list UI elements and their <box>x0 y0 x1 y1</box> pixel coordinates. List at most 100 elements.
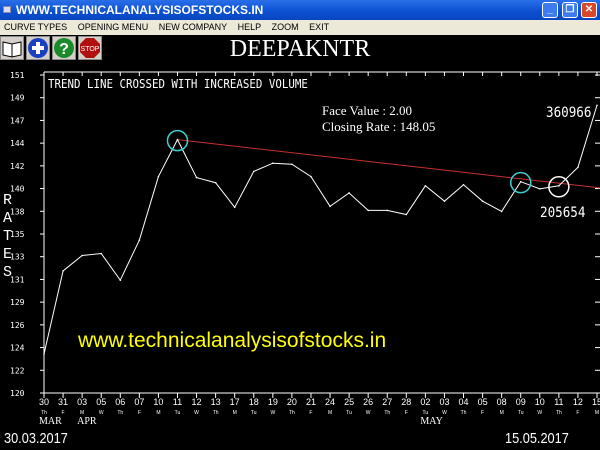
weekday-label: Tu <box>346 410 352 416</box>
x-tick-label: 03 <box>439 397 449 407</box>
weekday-label: Tu <box>175 410 181 416</box>
weekday-label: W <box>442 410 447 416</box>
close-button[interactable]: ✕ <box>581 2 597 18</box>
price-point <box>558 184 560 187</box>
y-tick-label: 138 <box>10 207 25 216</box>
x-tick-label: 05 <box>96 397 106 407</box>
x-tick-label: 25 <box>344 397 354 407</box>
price-point <box>577 166 579 169</box>
price-point <box>519 180 522 183</box>
menu-help[interactable]: HELP <box>237 22 262 32</box>
weekday-label: F <box>138 410 141 416</box>
weekday-label: W <box>270 410 275 416</box>
help-button[interactable]: ? <box>52 36 76 60</box>
y-tick-label: 151 <box>10 71 25 80</box>
x-tick-label: 08 <box>497 397 507 407</box>
price-point <box>367 209 369 212</box>
price-point <box>62 270 64 272</box>
closing-rate: Closing Rate : 148.05 <box>322 119 435 134</box>
y-tick-label: 144 <box>10 139 25 148</box>
price-point <box>157 175 160 178</box>
menu-bar: CURVE TYPES OPENING MENU NEW COMPANY HEL… <box>0 20 600 35</box>
y-tick-label: 126 <box>10 321 25 330</box>
y-axis-label-letter: T <box>3 228 12 245</box>
weekday-label: M <box>233 410 237 416</box>
weekday-label: W <box>99 410 104 416</box>
x-tick-label: 17 <box>230 397 240 407</box>
highlight-circle <box>509 171 532 194</box>
weekday-label: M <box>328 410 332 416</box>
y-axis-label-letter: E <box>3 246 12 263</box>
x-tick-label: 04 <box>459 397 469 407</box>
month-label: MAR <box>39 416 62 427</box>
price-point <box>596 104 598 107</box>
menu-new-company[interactable]: NEW COMPANY <box>158 22 228 32</box>
y-tick-label: 140 <box>10 185 25 194</box>
weekday-label: F <box>62 410 65 416</box>
price-point <box>233 206 236 209</box>
price-point <box>538 188 541 190</box>
weekday-label: W <box>537 410 542 416</box>
price-point <box>176 138 179 141</box>
x-tick-label: 06 <box>115 397 125 407</box>
weekday-label: M <box>156 410 160 416</box>
menu-opening-menu[interactable]: OPENING MENU <box>77 22 149 32</box>
x-tick-label: 09 <box>516 397 526 407</box>
price-point <box>329 205 331 208</box>
start-date: 30.03.2017 <box>4 430 68 447</box>
x-tick-label: 12 <box>192 397 202 407</box>
month-label: MAY <box>420 416 442 427</box>
price-point <box>81 254 83 257</box>
price-point <box>386 209 389 212</box>
book-button[interactable] <box>0 36 24 60</box>
stop-button[interactable]: STOP <box>78 36 102 60</box>
weekday-label: Th <box>117 410 123 416</box>
weekday-label: M <box>80 410 84 416</box>
end-date: 15.05.2017 <box>505 430 569 447</box>
y-axis-label-letter: S <box>3 264 12 281</box>
price-point <box>462 183 465 186</box>
x-tick-label: 10 <box>535 397 545 407</box>
weekday-label: M <box>500 410 504 416</box>
y-tick-label: 129 <box>10 298 25 307</box>
weekday-label: Th <box>289 410 295 416</box>
x-tick-label: 31 <box>58 397 68 407</box>
price-point <box>424 184 427 187</box>
x-tick-label: 28 <box>401 397 411 407</box>
restore-button[interactable]: ❐ <box>562 2 578 18</box>
price-point <box>252 170 255 173</box>
x-tick-label: 12 <box>573 397 583 407</box>
x-tick-label: 05 <box>478 397 488 407</box>
month-label: APR <box>77 416 97 427</box>
stop-label: STOP <box>81 46 100 53</box>
x-tick-label: 27 <box>382 397 392 407</box>
volume-label-high: 360966 <box>546 105 591 121</box>
add-button[interactable] <box>26 36 50 60</box>
y-tick-label: 147 <box>10 116 25 125</box>
minimize-button[interactable]: _ <box>542 2 558 18</box>
menu-zoom[interactable]: ZOOM <box>271 22 299 32</box>
svg-text:?: ? <box>59 41 69 58</box>
x-tick-label: 24 <box>325 397 335 407</box>
window-title: WWW.TECHNICALANALYSISOFSTOCKS.IN <box>16 3 264 17</box>
app-icon <box>3 6 11 13</box>
x-tick-label: 07 <box>134 397 144 407</box>
trend-line <box>177 139 600 189</box>
book-icon <box>2 41 22 58</box>
price-point <box>138 239 141 241</box>
weekday-label: W <box>366 410 371 416</box>
weekday-label: Th <box>41 410 47 416</box>
menu-curve-types[interactable]: CURVE TYPES <box>4 22 68 32</box>
price-point <box>214 181 217 184</box>
price-point <box>291 163 293 166</box>
price-point <box>272 162 274 165</box>
help-icon: ? <box>54 38 74 58</box>
menu-exit[interactable]: EXIT <box>309 22 330 32</box>
y-tick-label: 149 <box>10 94 25 103</box>
weekday-label: Tu <box>251 410 257 416</box>
x-tick-label: 03 <box>77 397 87 407</box>
y-tick-label: 133 <box>10 253 25 262</box>
price-point <box>348 192 350 194</box>
x-tick-label: 15 <box>592 397 600 407</box>
x-tick-label: 11 <box>173 397 182 407</box>
